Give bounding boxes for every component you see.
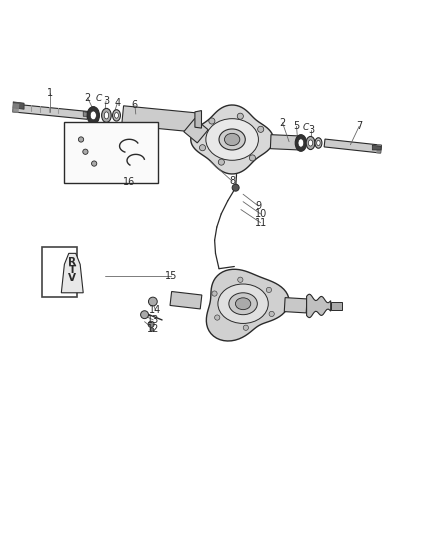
Text: 1: 1 xyxy=(47,88,53,99)
Text: 9: 9 xyxy=(255,201,261,211)
Text: 3: 3 xyxy=(308,125,314,135)
Circle shape xyxy=(148,297,157,306)
Polygon shape xyxy=(122,106,200,132)
Circle shape xyxy=(238,277,243,282)
Circle shape xyxy=(141,311,148,319)
Ellipse shape xyxy=(298,139,304,147)
Polygon shape xyxy=(284,297,307,313)
Text: 4: 4 xyxy=(114,98,120,108)
Circle shape xyxy=(249,155,255,161)
Polygon shape xyxy=(170,292,202,309)
Circle shape xyxy=(218,159,224,165)
Circle shape xyxy=(269,311,274,317)
Circle shape xyxy=(258,126,264,132)
Text: 3: 3 xyxy=(103,96,109,106)
Ellipse shape xyxy=(315,138,322,148)
Circle shape xyxy=(150,328,154,332)
Circle shape xyxy=(199,144,205,151)
Text: 16: 16 xyxy=(123,177,135,188)
Text: 2: 2 xyxy=(279,118,286,128)
Polygon shape xyxy=(307,294,331,318)
Text: V: V xyxy=(68,273,76,283)
Text: 6: 6 xyxy=(132,100,138,110)
Ellipse shape xyxy=(229,293,258,314)
Polygon shape xyxy=(61,253,83,293)
Polygon shape xyxy=(13,104,88,119)
Ellipse shape xyxy=(90,111,96,120)
Ellipse shape xyxy=(104,112,109,119)
Polygon shape xyxy=(270,135,300,150)
Circle shape xyxy=(78,137,84,142)
Ellipse shape xyxy=(218,284,268,324)
Polygon shape xyxy=(191,105,273,174)
Circle shape xyxy=(92,161,97,166)
Text: C: C xyxy=(302,123,308,132)
Ellipse shape xyxy=(219,129,245,150)
Circle shape xyxy=(83,149,88,155)
Ellipse shape xyxy=(206,119,258,160)
Text: 12: 12 xyxy=(147,324,159,334)
Text: 2: 2 xyxy=(85,93,91,103)
Ellipse shape xyxy=(308,140,313,146)
Circle shape xyxy=(212,291,217,296)
Polygon shape xyxy=(13,102,24,109)
Ellipse shape xyxy=(306,136,315,150)
Text: 7: 7 xyxy=(356,122,362,131)
Circle shape xyxy=(243,325,248,330)
Ellipse shape xyxy=(295,135,307,151)
Text: 11: 11 xyxy=(254,217,267,228)
Ellipse shape xyxy=(113,110,120,121)
Text: 15: 15 xyxy=(165,271,177,281)
Circle shape xyxy=(148,321,154,327)
Ellipse shape xyxy=(102,108,111,123)
Ellipse shape xyxy=(317,140,320,146)
Text: 8: 8 xyxy=(229,176,235,186)
Ellipse shape xyxy=(236,298,251,310)
Ellipse shape xyxy=(87,107,99,124)
Text: 5: 5 xyxy=(293,122,300,131)
Circle shape xyxy=(209,118,215,124)
Polygon shape xyxy=(372,145,381,150)
Text: 14: 14 xyxy=(149,305,162,316)
Bar xyxy=(331,302,342,310)
Circle shape xyxy=(237,113,244,119)
Polygon shape xyxy=(184,118,208,143)
Polygon shape xyxy=(83,111,88,116)
Text: R: R xyxy=(68,257,76,267)
Circle shape xyxy=(215,315,220,320)
Text: C: C xyxy=(95,94,102,103)
Polygon shape xyxy=(195,110,201,128)
Ellipse shape xyxy=(115,112,119,118)
Ellipse shape xyxy=(225,133,240,146)
FancyBboxPatch shape xyxy=(64,122,158,183)
Polygon shape xyxy=(206,269,289,341)
Text: T: T xyxy=(69,265,76,275)
Circle shape xyxy=(232,184,239,191)
Text: 13: 13 xyxy=(147,315,159,325)
Circle shape xyxy=(266,287,272,293)
Polygon shape xyxy=(324,139,381,153)
Bar xyxy=(42,247,77,297)
Text: 10: 10 xyxy=(254,209,267,219)
